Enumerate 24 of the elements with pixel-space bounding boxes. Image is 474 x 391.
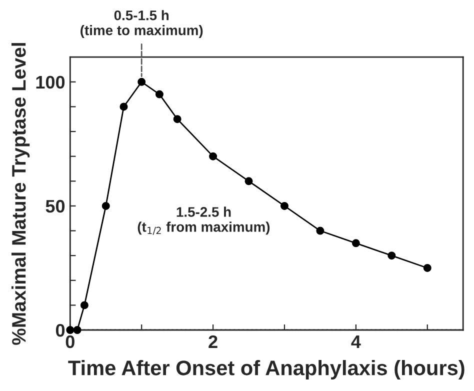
y-tick-label: 100 [36, 76, 65, 89]
point [244, 177, 253, 186]
annotation: 0.5-1.5 h (time to maximum) [80, 10, 203, 38]
point [209, 152, 218, 160]
point [120, 102, 128, 111]
x-tick-label: 4 [351, 336, 361, 348]
point [102, 202, 110, 210]
point [155, 90, 164, 98]
point [280, 202, 288, 210]
point [316, 226, 324, 235]
point [352, 239, 360, 248]
point [173, 115, 182, 124]
point [388, 252, 396, 260]
x-tick-label: 2 [208, 335, 218, 348]
y-tick-label: 50 [46, 200, 65, 213]
point [80, 301, 88, 310]
y-axis-title: %Maximal Mature Tryptase Level [11, 43, 30, 345]
point [423, 264, 432, 272]
point [138, 78, 146, 86]
y-tick-label: 0 [56, 324, 65, 337]
text: 1.5-2.5 h (t$_{1/2}$ from maximum) [138, 206, 270, 235]
x-axis-title: Time After Onset of Anaphylaxis (hours) [68, 360, 464, 380]
x-tick-label: 0 [66, 335, 74, 348]
point [73, 326, 82, 334]
